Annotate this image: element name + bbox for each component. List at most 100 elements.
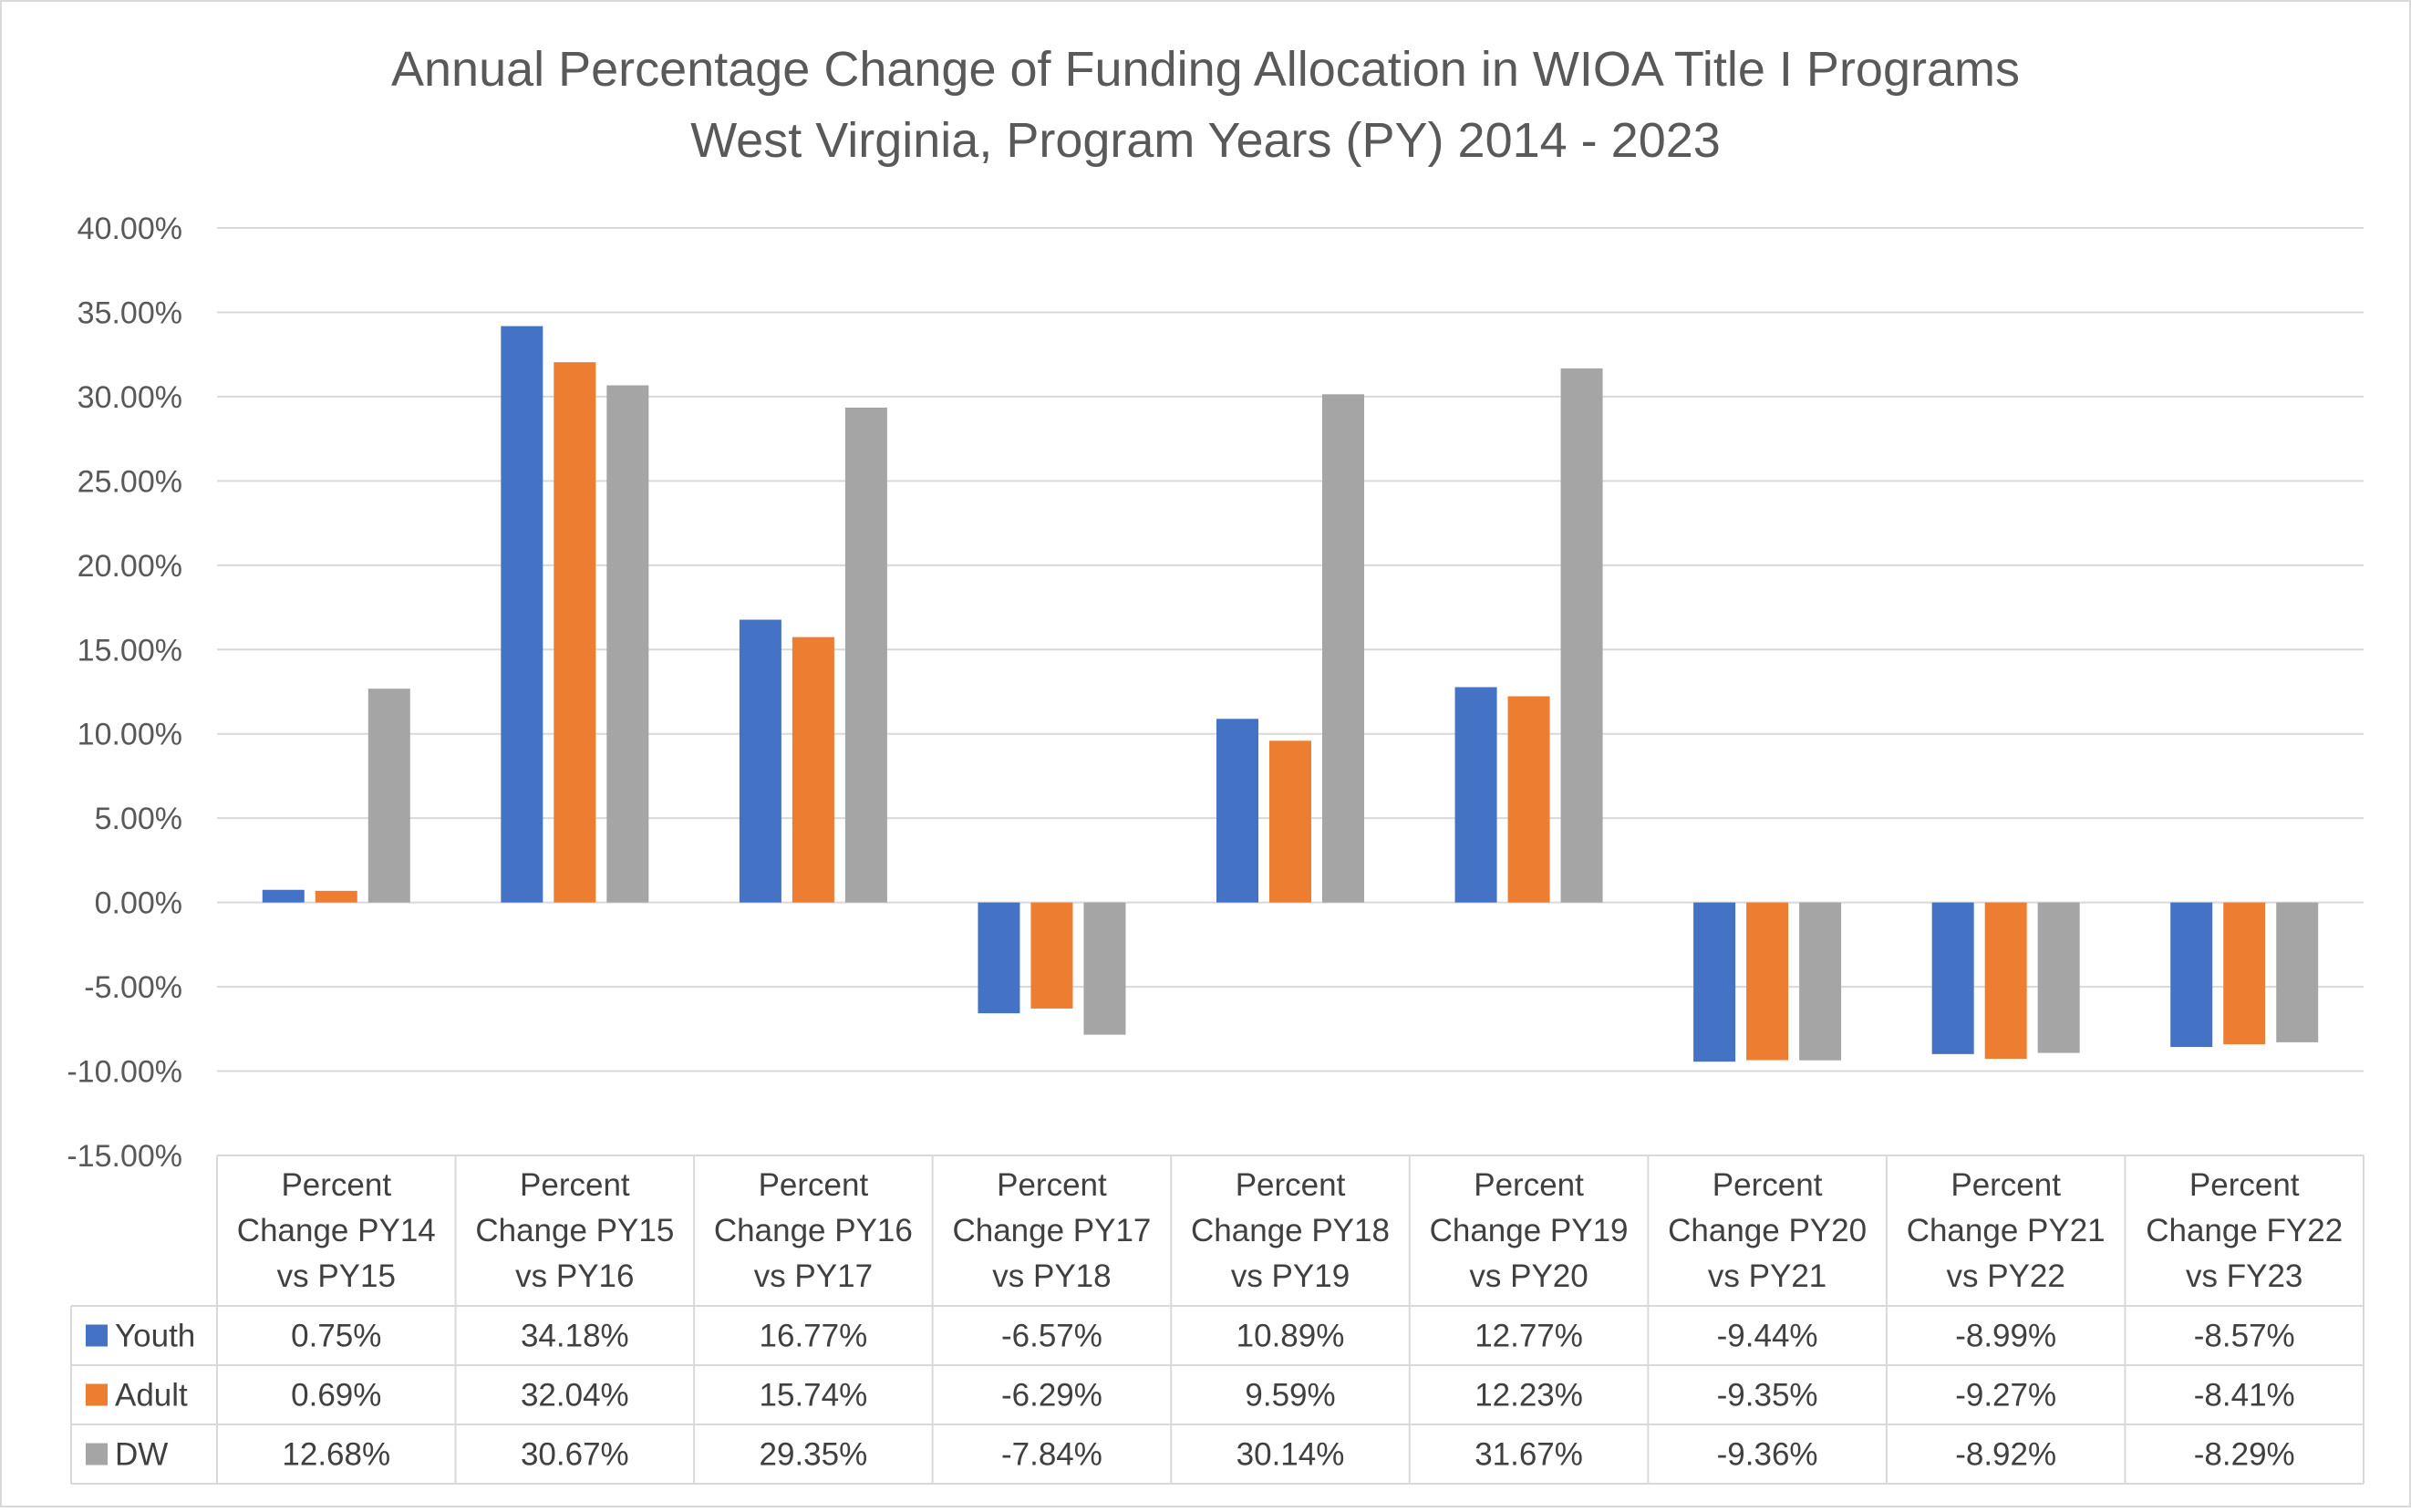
bar-adult (1030, 902, 1073, 1009)
category-label: Percent (281, 1167, 391, 1203)
table-cell-value: -8.92% (1955, 1437, 2056, 1473)
y-tick-label: 0.00% (95, 886, 182, 921)
y-tick-label: 5.00% (95, 802, 182, 836)
bar-youth (739, 619, 781, 903)
category-label: vs PY22 (1946, 1258, 2064, 1294)
legend-key-youth (86, 1324, 108, 1347)
bar-dw (844, 407, 887, 903)
category-label: Change FY22 (2146, 1213, 2343, 1248)
legend-key-adult (86, 1383, 108, 1406)
bar-dw (1322, 394, 1364, 903)
table-cell-value: -7.84% (1001, 1437, 1102, 1473)
category-label: Percent (997, 1167, 1107, 1203)
y-tick-label: -5.00% (84, 970, 182, 1005)
category-label: vs PY21 (1708, 1258, 1826, 1294)
table-cell-value: 12.23% (1475, 1378, 1583, 1414)
table-cell-value: 29.35% (760, 1437, 868, 1473)
bar-adult (1269, 740, 1311, 903)
table-cell-value: -9.36% (1717, 1437, 1818, 1473)
table-cell-value: -9.35% (1717, 1378, 1818, 1414)
category-label: Percent (759, 1167, 869, 1203)
y-tick-label: -10.00% (67, 1055, 182, 1090)
category-label: vs PY18 (992, 1258, 1111, 1294)
table-cell-value: 30.14% (1237, 1437, 1345, 1473)
bar-adult (554, 362, 596, 903)
table-cell-value: 15.74% (760, 1378, 868, 1414)
bars (262, 326, 2319, 1062)
table-cell-value: 0.75% (291, 1319, 381, 1354)
table-cell-value: 0.69% (291, 1378, 381, 1414)
bar-adult (315, 890, 357, 903)
y-tick-label: 25.00% (78, 464, 182, 499)
bar-dw (1560, 368, 1603, 903)
chart-subtitle: West Virginia, Program Years (PY) 2014 -… (690, 113, 1721, 168)
bar-dw (2037, 902, 2080, 1053)
table-cell-value: 30.67% (521, 1437, 629, 1473)
table-cell-value: 32.04% (521, 1378, 629, 1414)
category-label: Percent (2189, 1167, 2300, 1203)
table-cell-value: 16.77% (760, 1319, 868, 1354)
table-cell-value: 34.18% (521, 1319, 629, 1354)
bar-adult (1507, 696, 1550, 903)
y-tick-label: 15.00% (78, 633, 182, 668)
bar-youth (1216, 719, 1258, 903)
bar-dw (606, 385, 649, 903)
bar-youth (2170, 902, 2213, 1048)
category-label: Change PY19 (1430, 1213, 1629, 1248)
series-name: Youth (115, 1319, 195, 1354)
chart-title: Annual Percentage Change of Funding Allo… (391, 42, 2020, 97)
bar-youth (1931, 902, 1974, 1054)
table-cell-value: 12.68% (282, 1437, 390, 1473)
table-cell-value: -9.27% (1955, 1378, 2056, 1414)
bar-youth (1693, 902, 1736, 1062)
category-label: vs PY17 (754, 1258, 873, 1294)
category-label: vs PY16 (515, 1258, 634, 1294)
category-label: Change PY14 (237, 1213, 436, 1248)
series-name: Adult (115, 1378, 188, 1414)
bar-dw (1799, 902, 1842, 1061)
y-tick-label: 30.00% (78, 380, 182, 415)
table-cell-value: -6.57% (1001, 1319, 1102, 1354)
y-tick-label: 10.00% (78, 718, 182, 752)
category-label: Change PY20 (1668, 1213, 1867, 1248)
table-cell-value: -8.29% (2194, 1437, 2295, 1473)
category-label: Change PY16 (714, 1213, 913, 1248)
y-tick-label: 40.00% (78, 212, 182, 246)
category-label: Change PY21 (1907, 1213, 2106, 1248)
category-label: Percent (1236, 1167, 1346, 1203)
table-cell-value: 31.67% (1475, 1437, 1583, 1473)
table-cell-value: -8.57% (2194, 1319, 2295, 1354)
y-tick-label: -15.00% (67, 1139, 182, 1174)
table-cell-value: 12.77% (1475, 1319, 1583, 1354)
bar-adult (1984, 902, 2027, 1060)
bar-adult (2223, 902, 2266, 1045)
category-label: Percent (1713, 1167, 1823, 1203)
table-cell-value: -6.29% (1001, 1378, 1102, 1414)
data-table: Percent Change PY14 vs PY15 Percent Change P… (70, 1155, 2364, 1485)
bar-dw (1083, 902, 1126, 1035)
bar-dw (2276, 902, 2319, 1042)
y-tick-label: 35.00% (78, 295, 182, 330)
category-label: Change PY18 (1191, 1213, 1390, 1248)
y-axis-tick-labels: 40.00% 35.00% 30.00% 25.00% 20.00% 15.00% 10.0… (67, 212, 182, 1174)
series-name: DW (115, 1437, 168, 1473)
category-label: Change PY17 (952, 1213, 1151, 1248)
table-cell-value: -9.44% (1717, 1319, 1818, 1354)
bar-adult (1746, 902, 1789, 1061)
table-cell-value: -8.41% (2194, 1378, 2295, 1414)
bar-dw (367, 689, 410, 903)
bar-youth (978, 902, 1020, 1014)
category-label: Percent (1474, 1167, 1584, 1203)
legend-key-dw (86, 1443, 108, 1465)
category-label: vs FY23 (2186, 1258, 2302, 1294)
table-cell-value: 9.59% (1245, 1378, 1335, 1414)
category-label: vs PY19 (1231, 1258, 1350, 1294)
y-tick-label: 20.00% (78, 549, 182, 584)
category-label: vs PY15 (277, 1258, 396, 1294)
category-label: Percent (520, 1167, 630, 1203)
bar-youth (1454, 687, 1497, 903)
category-label: Percent (1951, 1167, 2061, 1203)
table-cell-value: 10.89% (1237, 1319, 1345, 1354)
